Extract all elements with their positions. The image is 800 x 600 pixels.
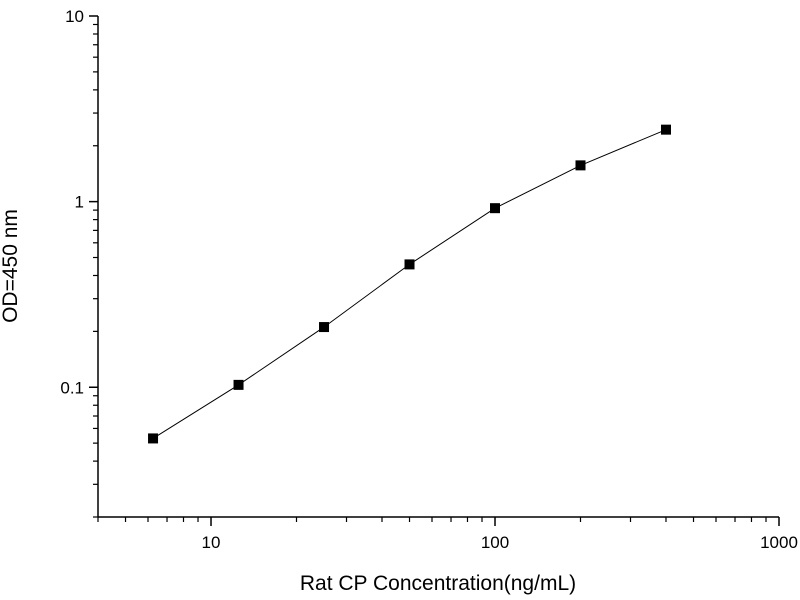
x-tick-label: 100	[481, 533, 509, 552]
data-point	[319, 322, 330, 333]
data-point	[575, 160, 586, 171]
data-point	[490, 203, 501, 214]
y-tick-label: 0.1	[60, 378, 84, 397]
ticks: 10 100 1000 0.1 1 10	[60, 7, 798, 552]
data-point	[148, 433, 159, 444]
series	[148, 124, 671, 444]
x-axis-title: Rat CP Concentration(ng/mL)	[300, 572, 576, 595]
axes	[97, 16, 779, 518]
y-axis-title: OD=450 nm	[0, 209, 22, 323]
data-point	[660, 124, 671, 135]
x-tick-label: 1000	[760, 533, 798, 552]
y-tick-label: 1	[75, 193, 84, 212]
data-point	[233, 379, 244, 390]
y-tick-label: 10	[65, 7, 84, 26]
x-tick-label: 10	[202, 533, 221, 552]
series-line	[152, 129, 667, 439]
data-point	[404, 259, 415, 270]
